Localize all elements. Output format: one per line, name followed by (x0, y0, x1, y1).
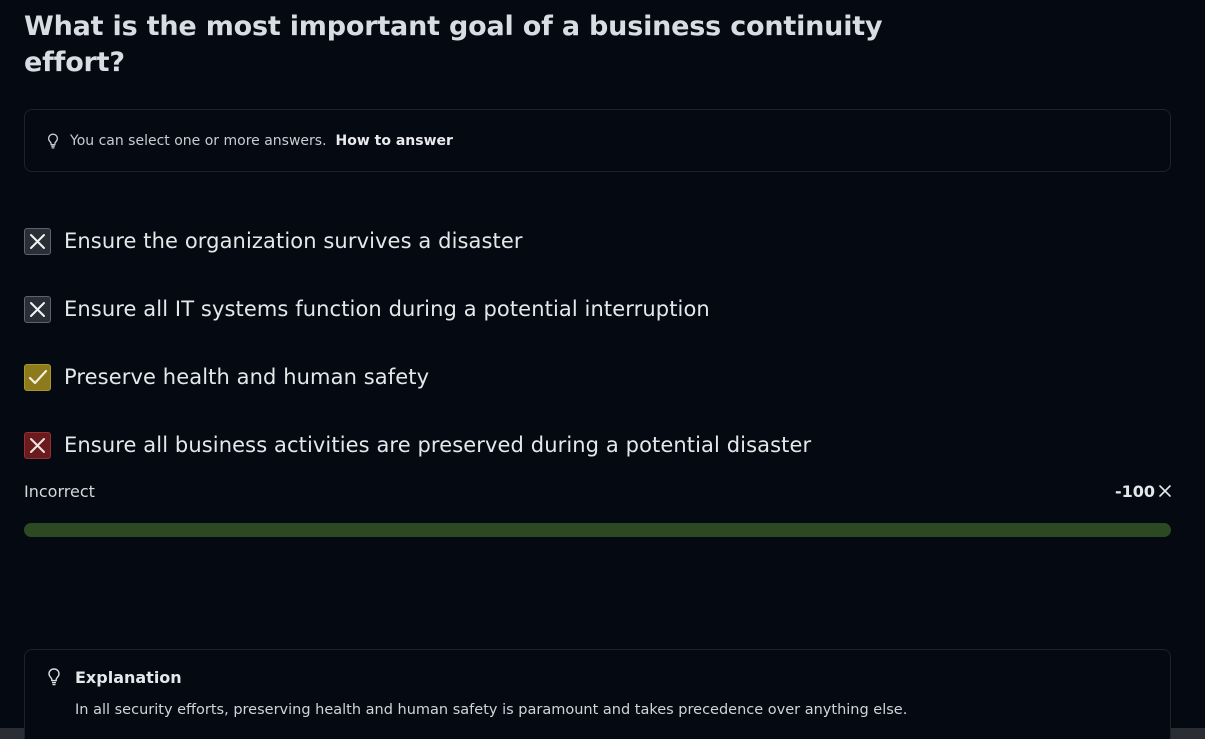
answer-option-label: Ensure all IT systems function during a … (64, 297, 710, 321)
close-icon (1159, 482, 1171, 501)
lightbulb-icon (45, 132, 61, 150)
result-status: Incorrect (24, 481, 95, 501)
question-title: What is the most important goal of a bus… (24, 11, 883, 78)
answer-hint-box: You can select one or more answers. How … (24, 109, 1171, 172)
answer-options: Ensure the organization survives a disas… (24, 222, 1124, 464)
lightbulb-icon (45, 667, 63, 687)
checkbox-x-icon[interactable] (24, 227, 51, 255)
explanation-header: Explanation (45, 667, 182, 687)
window-edge (1171, 728, 1205, 739)
answer-option[interactable]: Ensure all business activities are prese… (24, 426, 1124, 464)
explanation-title: Explanation (75, 667, 182, 687)
checkbox-check-icon[interactable] (24, 363, 51, 391)
checkbox-x-icon[interactable] (24, 431, 51, 459)
explanation-panel: Explanation In all security efforts, pre… (24, 649, 1171, 739)
answer-option[interactable]: Ensure all IT systems function during a … (24, 290, 1124, 328)
score-value: -100 (1114, 481, 1155, 501)
answer-option-label: Ensure the organization survives a disas… (64, 229, 523, 253)
checkbox-x-icon[interactable] (24, 295, 51, 323)
how-to-answer-link[interactable]: How to answer (335, 132, 453, 149)
answer-option[interactable]: Preserve health and human safety (24, 358, 1124, 396)
answer-option[interactable]: Ensure the organization survives a disas… (24, 222, 1124, 260)
window-edge (0, 728, 24, 739)
result-score: -100 (1115, 482, 1171, 501)
answer-option-label: Preserve health and human safety (64, 365, 430, 389)
score-progress-bar (24, 523, 1171, 537)
result-row: Incorrect -100 (24, 479, 1171, 503)
answer-option-label: Ensure all business activities are prese… (64, 433, 812, 457)
hint-text: You can select one or more answers. (70, 132, 327, 149)
explanation-text: In all security efforts, preserving heal… (75, 702, 908, 718)
score-progress-fill (24, 523, 1171, 537)
